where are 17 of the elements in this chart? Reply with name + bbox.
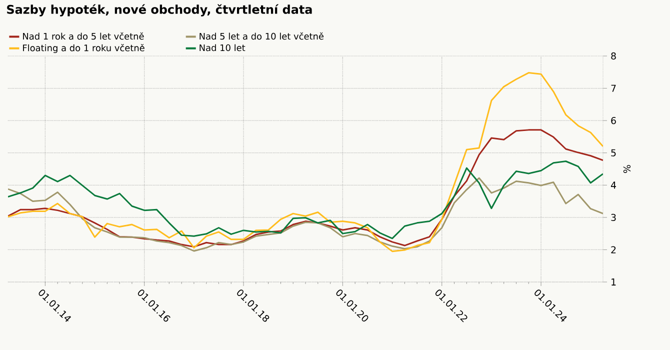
y-tick-label: 5 — [611, 149, 616, 156]
line-series — [8, 129, 604, 248]
y-axis-title: % — [623, 165, 631, 173]
legend-label: Nad 1 rok a do 5 let včetně — [23, 32, 144, 40]
y-tick-label: 1 — [612, 278, 616, 286]
line-series — [8, 177, 604, 252]
y-tick-label: 8 — [611, 52, 616, 60]
legend-label: Floating a do 1 roku včetně — [23, 44, 144, 54]
line-series — [8, 160, 604, 240]
y-tick-label: 6 — [611, 116, 616, 124]
y-tick-label: 3 — [611, 214, 616, 222]
y-tick-label: 4 — [610, 182, 616, 189]
legend-label: Nad 10 let — [200, 44, 246, 52]
chart-title: Sazby hypoték, nové obchody, čtvrtletní data — [7, 4, 312, 16]
y-tick-label: 2 — [611, 246, 616, 254]
y-tick-label: 7 — [611, 84, 616, 92]
legend-label: Nad 5 let a do 10 let včetně — [200, 32, 324, 40]
